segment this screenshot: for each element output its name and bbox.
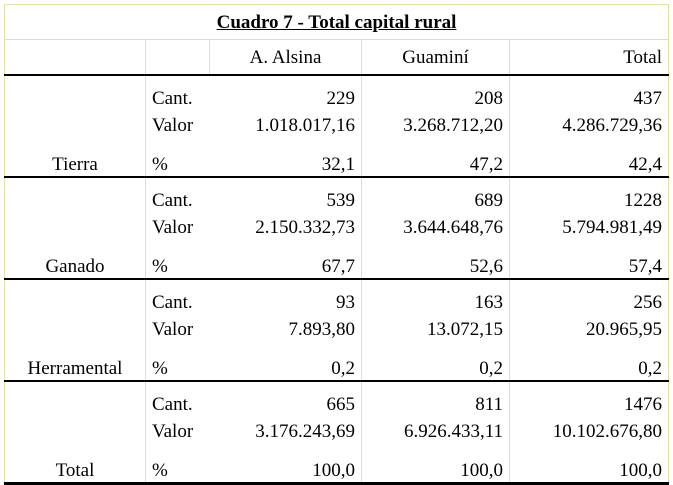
row-kind-label: %: [145, 344, 210, 382]
table-cell: 3.176.243,69: [209, 416, 362, 446]
group-label: Herramental: [4, 279, 146, 381]
table-cell: 811: [361, 381, 510, 416]
table-cell: 6.926.433,11: [361, 416, 510, 446]
group-3: Total Cant. 665 811 1476 Valor 3.176.243,69 6.9…: [4, 381, 669, 484]
table-cell: 57,4: [509, 242, 669, 280]
capital-rural-table: Cuadro 7 - Total capital rural A. Alsina…: [4, 4, 669, 485]
group-0: Tierra Cant. 229 208 437 Valor 1.018.017,16 3.2…: [4, 75, 669, 178]
row-kind-label: Cant.: [145, 177, 210, 212]
table-cell: 3.644.648,76: [361, 212, 510, 242]
group-label: Ganado: [4, 177, 146, 279]
table-cell: 1476: [509, 381, 669, 416]
header-row: A. Alsina Guaminí Total: [4, 39, 669, 76]
table-row: % 0,2 0,2 0,2: [5, 344, 669, 382]
table-cell: 256: [509, 279, 669, 314]
table-cell: 7.893,80: [209, 314, 362, 344]
column-header-total: Total: [509, 39, 669, 75]
table-cell: 1.018.017,16: [209, 110, 362, 140]
table-cell: 0,2: [209, 344, 362, 382]
row-kind-label: %: [145, 242, 210, 280]
table-title: Cuadro 7 - Total capital rural: [4, 4, 669, 40]
table-cell: 0,2: [509, 344, 669, 382]
table-cell: 437: [509, 75, 669, 110]
table-cell: 0,2: [361, 344, 510, 382]
table-cell: 539: [209, 177, 362, 212]
row-kind-label: %: [145, 140, 210, 178]
table-cell: 4.286.729,36: [509, 110, 669, 140]
row-kind-label: Cant.: [145, 381, 210, 416]
table-cell: 163: [361, 279, 510, 314]
table-row: % 32,1 47,2 42,4: [5, 140, 669, 178]
table-cell: 47,2: [361, 140, 510, 178]
table-row: % 67,7 52,6 57,4: [5, 242, 669, 280]
table-cell: 32,1: [209, 140, 362, 178]
table-cell: 5.794.981,49: [509, 212, 669, 242]
row-kind-label: Valor: [145, 110, 210, 140]
table-cell: 42,4: [509, 140, 669, 178]
table-cell: 20.965,95: [509, 314, 669, 344]
table-cell: 67,7: [209, 242, 362, 280]
table-cell: 1228: [509, 177, 669, 212]
table-row: Valor 2.150.332,73 3.644.648,76 5.794.981,4…: [5, 212, 669, 242]
table-cell: 52,6: [361, 242, 510, 280]
row-kind-label: %: [145, 446, 210, 484]
table-cell: 13.072,15: [361, 314, 510, 344]
row-kind-label: Valor: [145, 314, 210, 344]
row-kind-label: Valor: [145, 416, 210, 446]
row-kind-label: Valor: [145, 212, 210, 242]
header-empty-cell-2: [145, 39, 210, 75]
group-label: Tierra: [4, 75, 146, 177]
table-row: Valor 1.018.017,16 3.268.712,20 4.286.729,3…: [5, 110, 669, 140]
group-2: Herramental Cant. 93 163 256 Valor 7.893,80 13.…: [4, 279, 669, 382]
group-label: Total: [4, 381, 146, 484]
table-row: Total Cant. 665 811 1476: [4, 381, 669, 484]
header-empty-cell: [4, 39, 146, 76]
table-cell: 3.268.712,20: [361, 110, 510, 140]
table-row: Ganado Cant. 539 689 1228: [4, 177, 669, 279]
table-cell: 229: [209, 75, 362, 110]
table-row: Tierra Cant. 229 208 437: [4, 75, 669, 177]
group-1: Ganado Cant. 539 689 1228 Valor 2.150.332,73 3.…: [4, 177, 669, 280]
table-cell: 93: [209, 279, 362, 314]
table-row: Valor 7.893,80 13.072,15 20.965,95: [5, 314, 669, 344]
table-row: Herramental Cant. 93 163 256: [4, 279, 669, 381]
table-cell: 665: [209, 381, 362, 416]
column-header-alsina: A. Alsina: [209, 39, 362, 75]
table-cell: 208: [361, 75, 510, 110]
table-cell: 2.150.332,73: [209, 212, 362, 242]
table-cell: 10.102.676,80: [509, 416, 669, 446]
row-kind-label: Cant.: [145, 75, 210, 110]
table-container: Cuadro 7 - Total capital rural A. Alsina…: [4, 4, 669, 485]
row-kind-label: Cant.: [145, 279, 210, 314]
table-cell: 689: [361, 177, 510, 212]
table-row: Valor 3.176.243,69 6.926.433,11 10.102.676,…: [5, 416, 669, 446]
column-header-guamini: Guaminí: [361, 39, 510, 75]
